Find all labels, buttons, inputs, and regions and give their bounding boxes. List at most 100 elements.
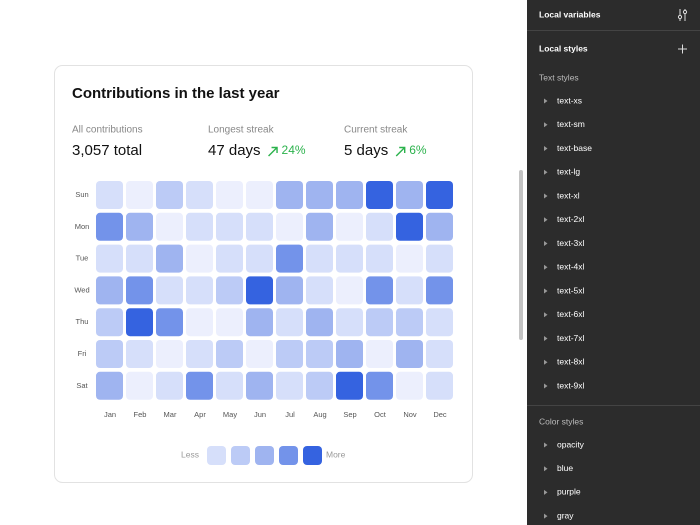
heatmap-cell xyxy=(276,181,303,209)
month-label: Aug xyxy=(313,410,326,419)
style-item[interactable]: purple xyxy=(557,487,581,497)
style-item[interactable]: text-4xl xyxy=(557,262,585,272)
expand-caret[interactable] xyxy=(544,122,548,128)
heatmap-cell xyxy=(216,212,243,241)
legend-swatch xyxy=(207,446,226,465)
heatmap-cell xyxy=(276,244,303,273)
heatmap-cell xyxy=(306,371,333,400)
heatmap-cell xyxy=(186,308,213,337)
heatmap-cell xyxy=(426,308,453,337)
heatmap-cell xyxy=(276,308,303,337)
heatmap-cell xyxy=(96,276,123,305)
variables-icon[interactable] xyxy=(677,9,688,21)
stat-label: Longest streak xyxy=(208,125,275,136)
month-label: Mar xyxy=(164,410,177,419)
day-label: Tue xyxy=(76,254,89,263)
expand-caret[interactable] xyxy=(544,513,548,519)
heatmap-cell xyxy=(366,340,393,368)
heatmap-cell xyxy=(396,371,423,400)
heatmap-cell xyxy=(246,212,273,241)
style-item[interactable]: text-lg xyxy=(557,167,580,177)
legend-more: More xyxy=(326,449,346,459)
expand-caret[interactable] xyxy=(544,336,548,341)
month-label: Jan xyxy=(104,410,116,419)
expand-caret[interactable] xyxy=(544,489,548,495)
heatmap-cell xyxy=(126,276,153,305)
day-label: Mon xyxy=(75,222,90,231)
style-item[interactable]: opacity xyxy=(557,439,585,449)
add-icon[interactable] xyxy=(678,44,687,54)
day-label: Fri xyxy=(78,349,87,358)
expand-caret[interactable] xyxy=(544,98,548,104)
style-item[interactable]: text-base xyxy=(557,143,592,153)
heatmap-cell xyxy=(336,340,363,368)
heatmap-cell xyxy=(276,340,303,368)
month-label: Jun xyxy=(254,410,266,419)
style-item[interactable]: gray xyxy=(557,510,574,520)
stat-value: 5 days xyxy=(344,142,388,159)
trend-arrow xyxy=(395,146,406,157)
style-item[interactable]: text-5xl xyxy=(557,285,585,295)
heatmap-cell xyxy=(186,212,213,241)
legend-swatch xyxy=(255,446,274,465)
expand-caret[interactable] xyxy=(544,359,548,365)
expand-caret[interactable] xyxy=(544,264,548,270)
heatmap-cell xyxy=(216,244,243,273)
stat-change: 24% xyxy=(282,143,306,157)
heatmap-cell xyxy=(126,340,153,368)
heatmap-cell xyxy=(396,308,423,337)
expand-caret[interactable] xyxy=(544,383,548,389)
style-item[interactable]: text-3xl xyxy=(557,238,585,248)
heatmap-cell xyxy=(366,371,393,400)
expand-caret[interactable] xyxy=(544,146,548,151)
day-label: Sat xyxy=(76,381,88,390)
heatmap-cell xyxy=(156,244,183,273)
legend-swatch xyxy=(279,446,298,465)
heatmap-cell xyxy=(96,371,123,400)
scrollbar[interactable] xyxy=(519,170,523,340)
heatmap-cell xyxy=(306,308,333,337)
style-item[interactable]: text-7xl xyxy=(557,333,585,343)
style-item[interactable]: text-xl xyxy=(557,190,580,200)
style-item[interactable]: blue xyxy=(557,463,573,473)
expand-caret[interactable] xyxy=(544,288,548,294)
heatmap-cell xyxy=(156,371,183,400)
heatmap-cell xyxy=(426,181,453,209)
expand-caret[interactable] xyxy=(544,442,548,448)
style-item[interactable]: text-sm xyxy=(557,119,585,129)
heatmap-cell xyxy=(216,308,243,337)
heatmap-cell xyxy=(96,244,123,273)
expand-caret[interactable] xyxy=(544,241,548,246)
expand-caret[interactable] xyxy=(544,466,548,472)
heatmap-cell xyxy=(186,276,213,305)
heatmap-cell xyxy=(426,244,453,273)
heatmap-cell xyxy=(246,181,273,209)
expand-caret[interactable] xyxy=(544,312,548,318)
heatmap-cell xyxy=(306,212,333,241)
heatmap-cell xyxy=(126,371,153,400)
heatmap-cell xyxy=(336,276,363,305)
heatmap-cell xyxy=(366,276,393,305)
style-item[interactable]: text-2xl xyxy=(557,214,585,224)
expand-caret[interactable] xyxy=(544,193,548,199)
heatmap-cell xyxy=(126,212,153,241)
stat-change: 6% xyxy=(409,143,427,157)
heatmap-cell xyxy=(426,340,453,368)
heatmap-cell xyxy=(276,371,303,400)
stat-value: 3,057 total xyxy=(72,142,142,159)
heatmap-cell xyxy=(366,244,393,273)
style-item[interactable]: text-9xl xyxy=(557,380,585,390)
style-item[interactable]: text-8xl xyxy=(557,357,585,367)
expand-caret[interactable] xyxy=(544,169,548,175)
side-panel xyxy=(527,0,700,525)
expand-caret[interactable] xyxy=(544,217,548,223)
heatmap-cell xyxy=(186,244,213,273)
style-item[interactable]: text-6xl xyxy=(557,309,585,319)
heatmap-cell xyxy=(156,308,183,337)
heatmap-cell xyxy=(276,212,303,241)
heatmap-cell xyxy=(216,276,243,305)
heatmap-cell xyxy=(156,340,183,368)
heatmap-cell xyxy=(366,308,393,337)
style-item[interactable]: text-xs xyxy=(557,95,582,105)
